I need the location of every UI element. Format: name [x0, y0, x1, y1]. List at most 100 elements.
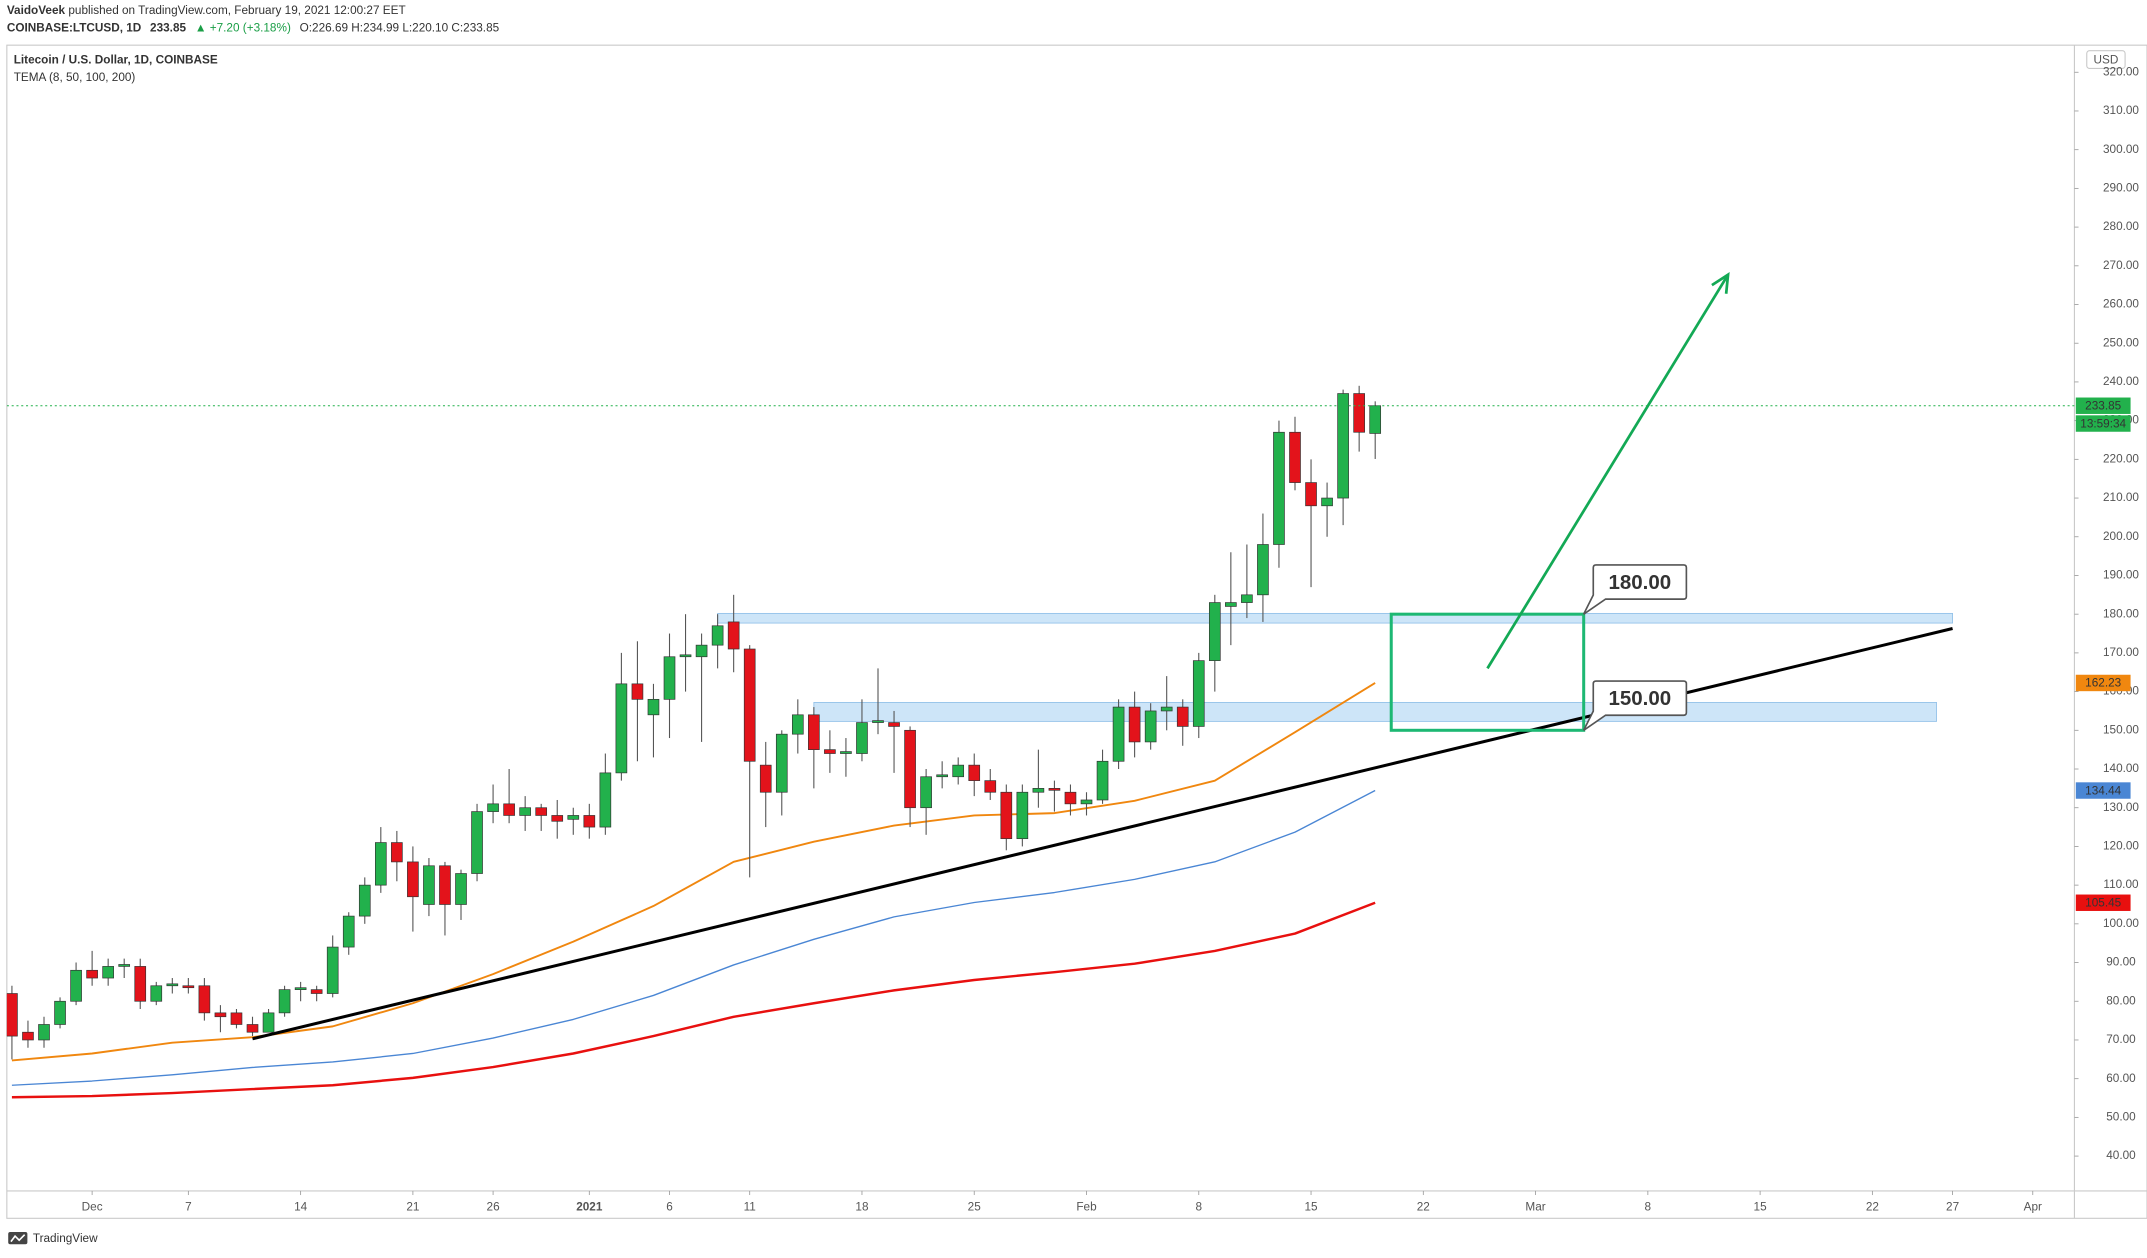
candle-body: [679, 654, 692, 658]
y-tick-label: 270.00: [2103, 259, 2139, 272]
candle-body: [1080, 799, 1093, 805]
y-tick-label: 80.00: [2106, 994, 2136, 1007]
x-tick-label: 22: [1417, 1200, 1430, 1213]
candle-body: [888, 722, 900, 727]
candle-body: [840, 751, 852, 754]
candle-body: [166, 983, 179, 987]
price-tag-label: 105.45: [2085, 897, 2121, 910]
candle-body: [727, 621, 740, 650]
callout-shape: [1582, 680, 1688, 731]
indicator-label: TEMA (8, 50, 100, 200): [14, 71, 136, 84]
frame: [6, 44, 2147, 1219]
candle-body: [872, 720, 884, 723]
candle-body: [54, 1000, 66, 1025]
candle-body: [1241, 594, 1253, 603]
candle-body: [1032, 788, 1045, 793]
candle-body: [1321, 497, 1333, 507]
candle-body: [856, 722, 868, 754]
price-tag: [2075, 397, 2131, 414]
logo-glyph: [10, 1234, 26, 1243]
candle-body: [358, 884, 371, 917]
countdown-tag: [2075, 415, 2131, 432]
candle-body: [503, 803, 515, 816]
y-tick-label: 190.00: [2103, 569, 2139, 582]
x-tick-label: 14: [294, 1200, 308, 1213]
candle-body: [567, 815, 580, 820]
x-tick-label: Dec: [82, 1200, 103, 1213]
candle-body: [1273, 431, 1285, 545]
candle-body: [1257, 544, 1269, 596]
symbol: COINBASE:LTCUSD, 1D: [7, 22, 141, 35]
candle-body: [1225, 602, 1237, 607]
support-zone: [717, 612, 1953, 624]
candle-body: [38, 1024, 50, 1041]
price-tag-label: 162.23: [2085, 677, 2121, 690]
candle-body: [487, 803, 499, 812]
x-tick-label: 21: [406, 1200, 419, 1213]
candle-body: [808, 714, 820, 750]
candle-body: [968, 764, 981, 781]
candle-body: [326, 946, 339, 994]
published: published on TradingView.com, February 1…: [68, 4, 405, 17]
y-tick-label: 210.00: [2103, 491, 2139, 504]
candle-body: [294, 987, 307, 990]
header-price: 233.85: [150, 22, 186, 35]
x-tick-label: 22: [1866, 1200, 1879, 1213]
x-tick-label: Mar: [1525, 1200, 1545, 1213]
x-tick-label: 11: [744, 1200, 756, 1213]
target-box: [1389, 612, 1586, 732]
candle-body: [615, 683, 628, 774]
arrow-head: [1711, 272, 1730, 294]
candle-body: [1128, 706, 1141, 743]
currency-box: [2086, 50, 2126, 69]
candle-body: [150, 985, 163, 1002]
indicator-line: [11, 682, 1376, 1062]
axes: 40.00 50.00 60.00 70.00 80.00 90.00 100.00 110.…: [82, 65, 2140, 1213]
candle-body: [471, 811, 483, 874]
indicator-line: [11, 901, 1376, 1099]
candle-body: [695, 644, 708, 658]
x-tick-label: 26: [487, 1200, 501, 1213]
y-tick-label: 180.00: [2103, 607, 2139, 620]
y-tick-label: 60.00: [2106, 1072, 2136, 1085]
callout-label: 150.00: [1608, 687, 1671, 710]
candle-body: [22, 1031, 34, 1041]
y-tick-label: 170.00: [2103, 646, 2139, 659]
candle-body: [824, 749, 836, 754]
candle-body: [6, 993, 18, 1037]
y-tick-label: 40.00: [2106, 1149, 2136, 1162]
y-tick-label: 130.00: [2103, 801, 2139, 814]
x-tick-label: 8: [1195, 1200, 1202, 1213]
candle-body: [1112, 706, 1125, 762]
candle-body: [1289, 431, 1301, 483]
y-tick-label: 300.00: [2103, 143, 2139, 156]
candle-body: [439, 865, 451, 905]
candle-body: [407, 861, 419, 898]
candle-body: [711, 625, 724, 646]
x-tick-label: 7: [185, 1200, 192, 1213]
candle-body: [775, 733, 788, 793]
author: VaidoVeek: [7, 4, 66, 17]
x-tick-label: Apr: [2024, 1200, 2042, 1213]
candle-body: [374, 842, 387, 886]
candle-body: [102, 966, 114, 979]
candle-body: [1064, 791, 1077, 805]
candle-body: [759, 764, 772, 793]
y-tick-label: 250.00: [2103, 336, 2139, 349]
candle-body: [1096, 760, 1109, 801]
candle-body: [936, 774, 948, 778]
candle-body: [631, 683, 644, 700]
candle-body: [214, 1012, 227, 1018]
candle-body: [262, 1012, 275, 1033]
y-tick-label: 260.00: [2103, 298, 2139, 311]
callout-shape: [1582, 564, 1688, 615]
y-tick-label: 140.00: [2103, 762, 2139, 775]
y-tick-label: 240.00: [2103, 375, 2139, 388]
candle-body: [342, 915, 355, 948]
x-tick-label: 25: [968, 1200, 982, 1213]
y-tick-label: 70.00: [2106, 1033, 2136, 1046]
price-tag: [2075, 674, 2131, 692]
x-tick-label: 27: [1946, 1200, 1959, 1213]
y-tick-label: 200.00: [2103, 530, 2139, 543]
